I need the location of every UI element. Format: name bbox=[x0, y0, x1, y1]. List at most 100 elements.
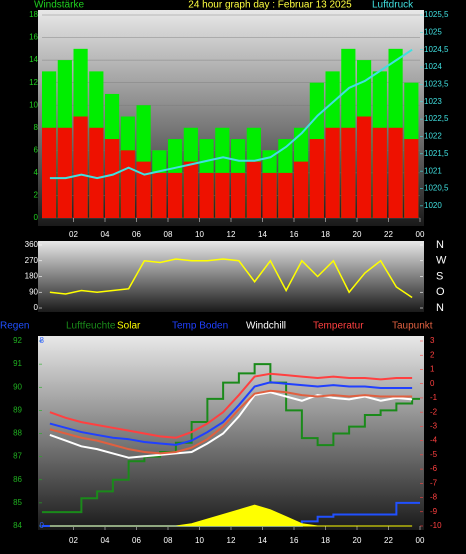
bar bbox=[278, 172, 293, 218]
y-tick-label: 16 bbox=[29, 33, 38, 42]
line bbox=[49, 389, 413, 455]
bar bbox=[357, 116, 372, 218]
y2-tick-label: -6 bbox=[430, 464, 438, 473]
y-tick-label: 90 bbox=[29, 287, 38, 296]
x-tick-label: 12 bbox=[227, 536, 236, 545]
y2-tick-label: N bbox=[436, 239, 444, 251]
y-tick-label: 6 bbox=[34, 145, 39, 154]
bar bbox=[73, 116, 88, 218]
y2-tick-label: 1020 bbox=[424, 201, 442, 210]
bar bbox=[262, 172, 277, 218]
y-tick-label: 12 bbox=[29, 78, 38, 87]
y-tick-label: 14 bbox=[29, 55, 38, 64]
bar bbox=[388, 127, 403, 218]
y-tick-label: 86 bbox=[13, 475, 22, 484]
x-tick-label: 10 bbox=[195, 230, 204, 239]
bar bbox=[246, 161, 261, 218]
y2-tick-label: 1025 bbox=[424, 27, 442, 36]
y2-tick-label: -8 bbox=[430, 493, 438, 502]
x-tick-label: 16 bbox=[290, 536, 299, 545]
y2-tick-label: 1023 bbox=[424, 97, 442, 106]
legend-entry: Solar bbox=[117, 321, 141, 332]
bar bbox=[404, 139, 419, 218]
x-tick-label: 10 bbox=[195, 536, 204, 545]
bar bbox=[120, 150, 135, 218]
y-tick-label: 2 bbox=[34, 191, 39, 200]
bar bbox=[105, 139, 120, 218]
x-tick-label: 14 bbox=[258, 536, 267, 545]
y-tick-label: 4 bbox=[34, 168, 39, 177]
legend-entry: Windchill bbox=[246, 321, 286, 332]
chart-title: 24 hour graph day : Februar 13 2025 bbox=[188, 0, 352, 11]
legend-entry: Temp Boden bbox=[172, 321, 228, 332]
y3-tick-label: 8 bbox=[40, 336, 45, 345]
y-tick-label: 0 bbox=[34, 303, 39, 312]
y2-tick-label: -10 bbox=[430, 521, 442, 530]
y2-tick-label: 2 bbox=[430, 350, 435, 359]
y2-tick-label: -1 bbox=[430, 393, 438, 402]
bar bbox=[372, 127, 387, 218]
y2-tick-label: -9 bbox=[430, 507, 438, 516]
x-tick-label: 04 bbox=[101, 230, 110, 239]
y2-tick-label: 3 bbox=[430, 336, 435, 345]
x-tick-label: 14 bbox=[258, 230, 267, 239]
y-tick-label: 87 bbox=[13, 452, 22, 461]
y2-tick-label: 1022,5 bbox=[424, 114, 449, 123]
x-tick-label: 22 bbox=[384, 230, 393, 239]
y2-tick-label: 1025,5 bbox=[424, 10, 449, 19]
y2-tick-label: O bbox=[436, 286, 445, 298]
y-tick-label: 89 bbox=[13, 405, 22, 414]
y2-tick-label: -7 bbox=[430, 478, 438, 487]
y-tick-label: 270 bbox=[25, 256, 39, 265]
bar bbox=[89, 127, 104, 218]
line bbox=[49, 381, 413, 446]
line bbox=[49, 391, 413, 459]
plot-bg bbox=[38, 336, 424, 530]
bar bbox=[152, 172, 167, 218]
y-tick-label: 180 bbox=[25, 272, 39, 281]
y2-tick-label: W bbox=[436, 255, 447, 267]
y-tick-label: 88 bbox=[13, 429, 22, 438]
bar bbox=[231, 172, 246, 218]
bar bbox=[309, 139, 324, 218]
x-tick-label: 16 bbox=[290, 230, 299, 239]
y2-axis-title: Luftdruck bbox=[372, 0, 414, 11]
x-tick-label: 00 bbox=[416, 536, 425, 545]
plot-bg bbox=[38, 241, 424, 312]
x-tick-label: 08 bbox=[164, 230, 173, 239]
bar bbox=[341, 127, 356, 218]
y2-tick-label: -5 bbox=[430, 450, 438, 459]
bar bbox=[136, 161, 151, 218]
y-tick-label: 0 bbox=[34, 213, 39, 222]
x-tick-label: 20 bbox=[353, 536, 362, 545]
legend-entry: Taupunkt bbox=[392, 321, 433, 332]
bar bbox=[325, 127, 340, 218]
y2-tick-label: -2 bbox=[430, 407, 438, 416]
y2-tick-label: 1024 bbox=[424, 62, 442, 71]
area bbox=[49, 504, 413, 527]
x-tick-label: 02 bbox=[69, 536, 78, 545]
x-tick-label: 04 bbox=[101, 536, 110, 545]
y-axis-title: Windstärke bbox=[34, 0, 84, 11]
line bbox=[49, 48, 413, 180]
y2-tick-label: -3 bbox=[430, 421, 438, 430]
bar bbox=[168, 172, 183, 218]
y-tick-label: 360 bbox=[25, 240, 39, 249]
y2-tick-label: N bbox=[436, 302, 444, 314]
x-tick-label: 18 bbox=[321, 536, 330, 545]
y2-tick-label: 1022 bbox=[424, 132, 442, 141]
y-tick-label: 85 bbox=[13, 498, 22, 507]
legend-entry: Luftfeuchte bbox=[66, 321, 116, 332]
y2-tick-label: 1023,5 bbox=[424, 80, 449, 89]
y2-tick-label: 1024,5 bbox=[424, 45, 449, 54]
x-tick-label: 22 bbox=[384, 536, 393, 545]
y-tick-label: 90 bbox=[13, 382, 22, 391]
y-tick-label: 84 bbox=[13, 521, 22, 530]
bar bbox=[42, 127, 57, 218]
line bbox=[49, 258, 413, 299]
y-tick-label: 91 bbox=[13, 359, 22, 368]
y2-tick-label: 1 bbox=[430, 365, 435, 374]
x-tick-label: 12 bbox=[227, 230, 236, 239]
x-tick-label: 06 bbox=[132, 536, 141, 545]
